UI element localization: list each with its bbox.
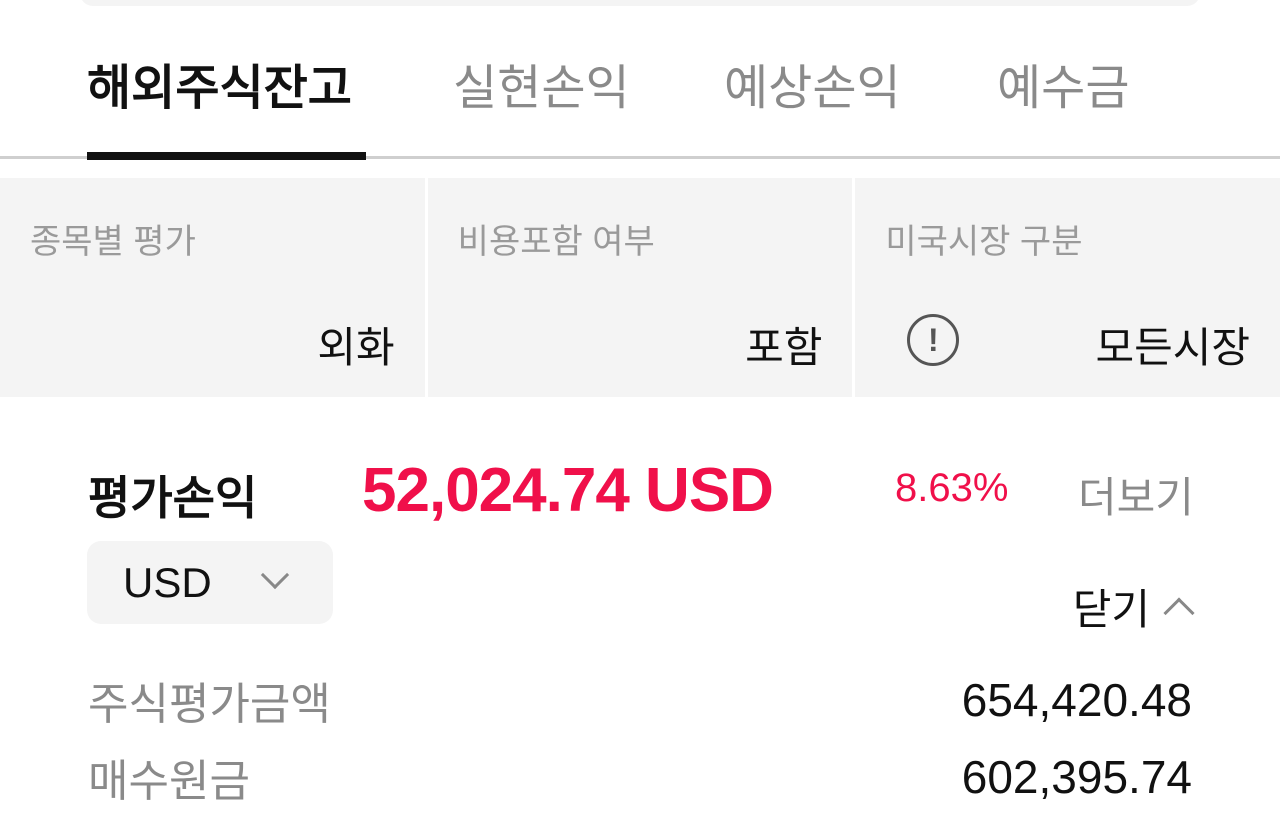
tab-realized-pl[interactable]: 실현손익	[453, 62, 630, 115]
search-bar[interactable]	[80, 0, 1200, 6]
detail-value: 654,420.48	[961, 674, 1192, 726]
filter-us-market[interactable]: 미국시장 구분 ! 모든시장	[855, 178, 1280, 397]
chevron-up-icon	[1163, 596, 1195, 629]
tab-bar: 해외주식잔고 실현손익 예상손익 예수금	[0, 0, 1280, 160]
tab-deposit[interactable]: 예수금	[997, 62, 1130, 115]
valuation-pl-amount: 52,024.74 USD	[362, 456, 774, 525]
tab-expected-pl[interactable]: 예상손익	[724, 62, 901, 115]
collapse-button[interactable]: 닫기	[1072, 576, 1195, 637]
filter-panel: 종목별 평가 외화 비용포함 여부 포함 미국시장 구분 ! 모든시장	[0, 178, 1280, 397]
valuation-pl-label: 평가손익	[88, 472, 258, 524]
detail-value: 602,395.74	[961, 751, 1192, 803]
filter-value: 모든시장	[1095, 324, 1251, 371]
detail-row: 매수원금 602,395.74	[88, 745, 1192, 809]
currency-dropdown[interactable]: USD	[87, 541, 333, 624]
filter-valuation[interactable]: 종목별 평가 외화	[0, 178, 425, 397]
detail-label: 주식평가금액	[88, 680, 331, 729]
detail-row: 주식평가금액 654,420.48	[88, 668, 1192, 732]
valuation-pl-rate: 8.63%	[895, 466, 1009, 510]
filter-label: 미국시장 구분	[885, 223, 1083, 261]
chevron-down-icon	[260, 560, 290, 590]
filter-value: 외화	[317, 324, 395, 371]
filter-label: 종목별 평가	[30, 223, 196, 261]
tab-overseas-balance[interactable]: 해외주식잔고	[87, 62, 352, 115]
currency-value: USD	[123, 558, 212, 606]
more-button[interactable]: 더보기	[1078, 474, 1194, 521]
filter-fee-included[interactable]: 비용포함 여부 포함	[427, 178, 853, 397]
info-icon[interactable]: !	[907, 314, 960, 366]
filter-value: 포함	[745, 324, 823, 371]
detail-label: 매수원금	[88, 757, 250, 806]
filter-label: 비용포함 여부	[457, 223, 655, 261]
active-tab-indicator	[87, 152, 366, 160]
collapse-label: 닫기	[1072, 586, 1150, 633]
